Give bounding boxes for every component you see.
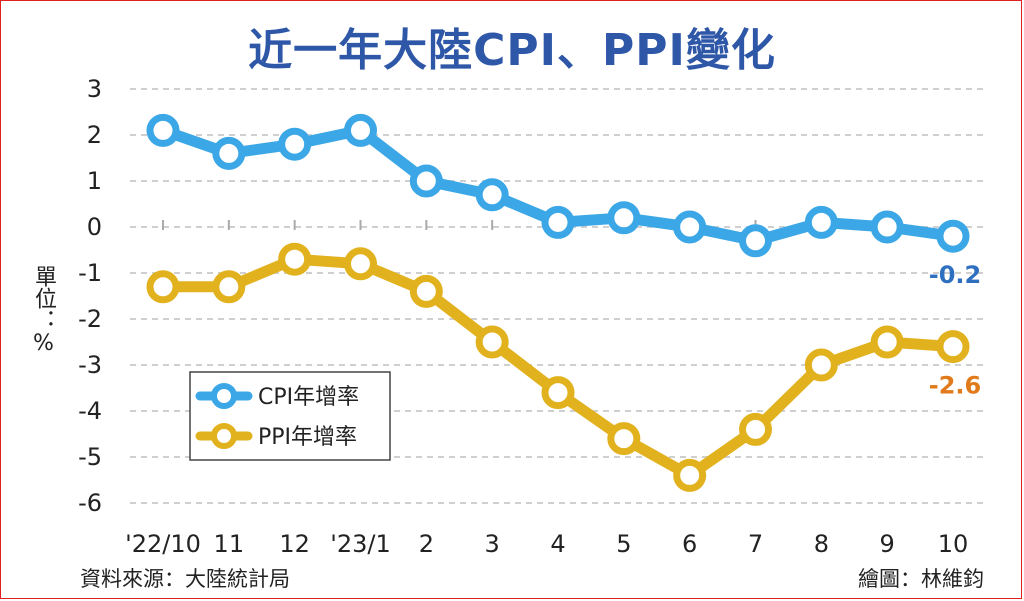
x-tick-label: 6 (682, 530, 697, 558)
y-tick-label: -3 (78, 351, 102, 379)
cpi-data-point (475, 178, 509, 212)
ppi-data-point (804, 348, 838, 382)
legend-ppi-label: PPI年增率 (258, 425, 357, 450)
x-tick-label: '23/1 (330, 530, 391, 558)
ppi-data-point (475, 325, 509, 359)
y-tick-label: 3 (87, 75, 102, 103)
x-tick-label: 4 (550, 530, 565, 558)
cpi-data-point (278, 127, 312, 161)
x-tick-label: 2 (419, 530, 434, 558)
y-tick-label: 0 (87, 213, 102, 241)
x-tick-label: 5 (616, 530, 631, 558)
y-tick-label: -4 (78, 397, 102, 425)
cpi-data-point (344, 113, 377, 147)
cpi-data-point (673, 210, 707, 244)
ppi-end-label: -2.6 (929, 372, 981, 400)
ppi-data-point (146, 270, 180, 304)
ppi-data-point (278, 242, 312, 276)
legend-cpi-label: CPI年增率 (258, 385, 359, 410)
cpi-data-point (607, 201, 641, 235)
cpi-data-point (541, 205, 575, 239)
ppi-data-point (344, 247, 377, 281)
x-tick-label: 7 (748, 530, 763, 558)
y-tick-label: 1 (87, 167, 102, 195)
legend-ppi-marker (211, 423, 237, 449)
cpi-end-label: -0.2 (929, 261, 981, 289)
ppi-data-point (870, 325, 904, 359)
ppi-data-point (212, 270, 246, 304)
x-tick-label: 11 (214, 530, 245, 558)
ppi-data-point (607, 422, 641, 456)
legend-cpi-marker (211, 383, 237, 409)
y-tick-label: -5 (78, 443, 102, 471)
cpi-data-point (409, 164, 443, 198)
x-tick-label: 10 (938, 530, 969, 558)
x-tick-label: 8 (814, 530, 829, 558)
cpi-data-point (212, 136, 246, 170)
cpi-data-point (936, 219, 970, 253)
y-tick-label: -2 (78, 305, 102, 333)
cpi-data-point (739, 224, 772, 258)
ppi-data-point (541, 376, 575, 410)
unit-label: 單位：% (28, 265, 58, 356)
ppi-data-point (739, 412, 772, 446)
x-tick-label: 3 (485, 530, 500, 558)
x-tick-label: 12 (279, 530, 310, 558)
cpi-data-point (804, 205, 838, 239)
ppi-data-point (409, 274, 443, 308)
y-tick-label: -1 (78, 259, 102, 287)
y-tick-label: 2 (87, 121, 102, 149)
cpi-data-point (870, 210, 904, 244)
cpi-data-point (146, 113, 180, 147)
ppi-data-point (673, 458, 707, 492)
ppi-data-point (936, 330, 970, 364)
x-tick-label: '22/10 (125, 530, 201, 558)
source-text: 資料來源：大陸統計局 (80, 567, 290, 591)
x-tick-label: 9 (880, 530, 895, 558)
y-tick-label: -6 (78, 489, 102, 517)
credit-text: 繪圖：林維鈞 (858, 567, 984, 591)
chart-title: 近一年大陸CPI、PPI變化 (248, 25, 776, 76)
unit-label-text: 單位：% (31, 265, 56, 356)
